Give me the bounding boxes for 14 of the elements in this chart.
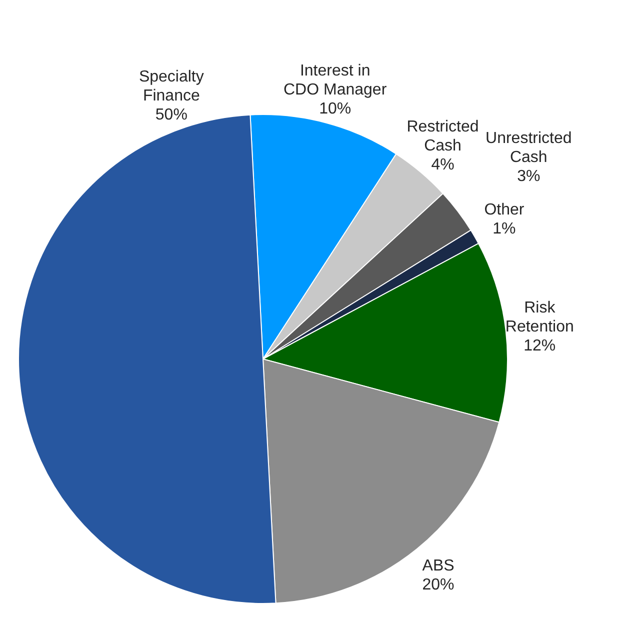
data-label: 50% <box>155 106 188 124</box>
slice-label: Unrestricted Cash <box>486 130 572 166</box>
slice-label: Interest in CDO Manager <box>284 62 388 98</box>
data-label: 4% <box>431 156 454 174</box>
data-label: 20% <box>422 576 454 594</box>
data-label: 10% <box>319 100 352 118</box>
slice-label: Specialty Finance <box>138 68 204 104</box>
data-label: 1% <box>492 220 516 238</box>
slice-label: Other <box>484 202 525 219</box>
data-label: 3% <box>517 168 540 185</box>
slice-label: Risk Retention <box>505 299 574 336</box>
slice-label: Restricted Cash <box>406 118 479 155</box>
data-label: 12% <box>524 337 556 354</box>
slice-label: ABS <box>422 557 454 574</box>
